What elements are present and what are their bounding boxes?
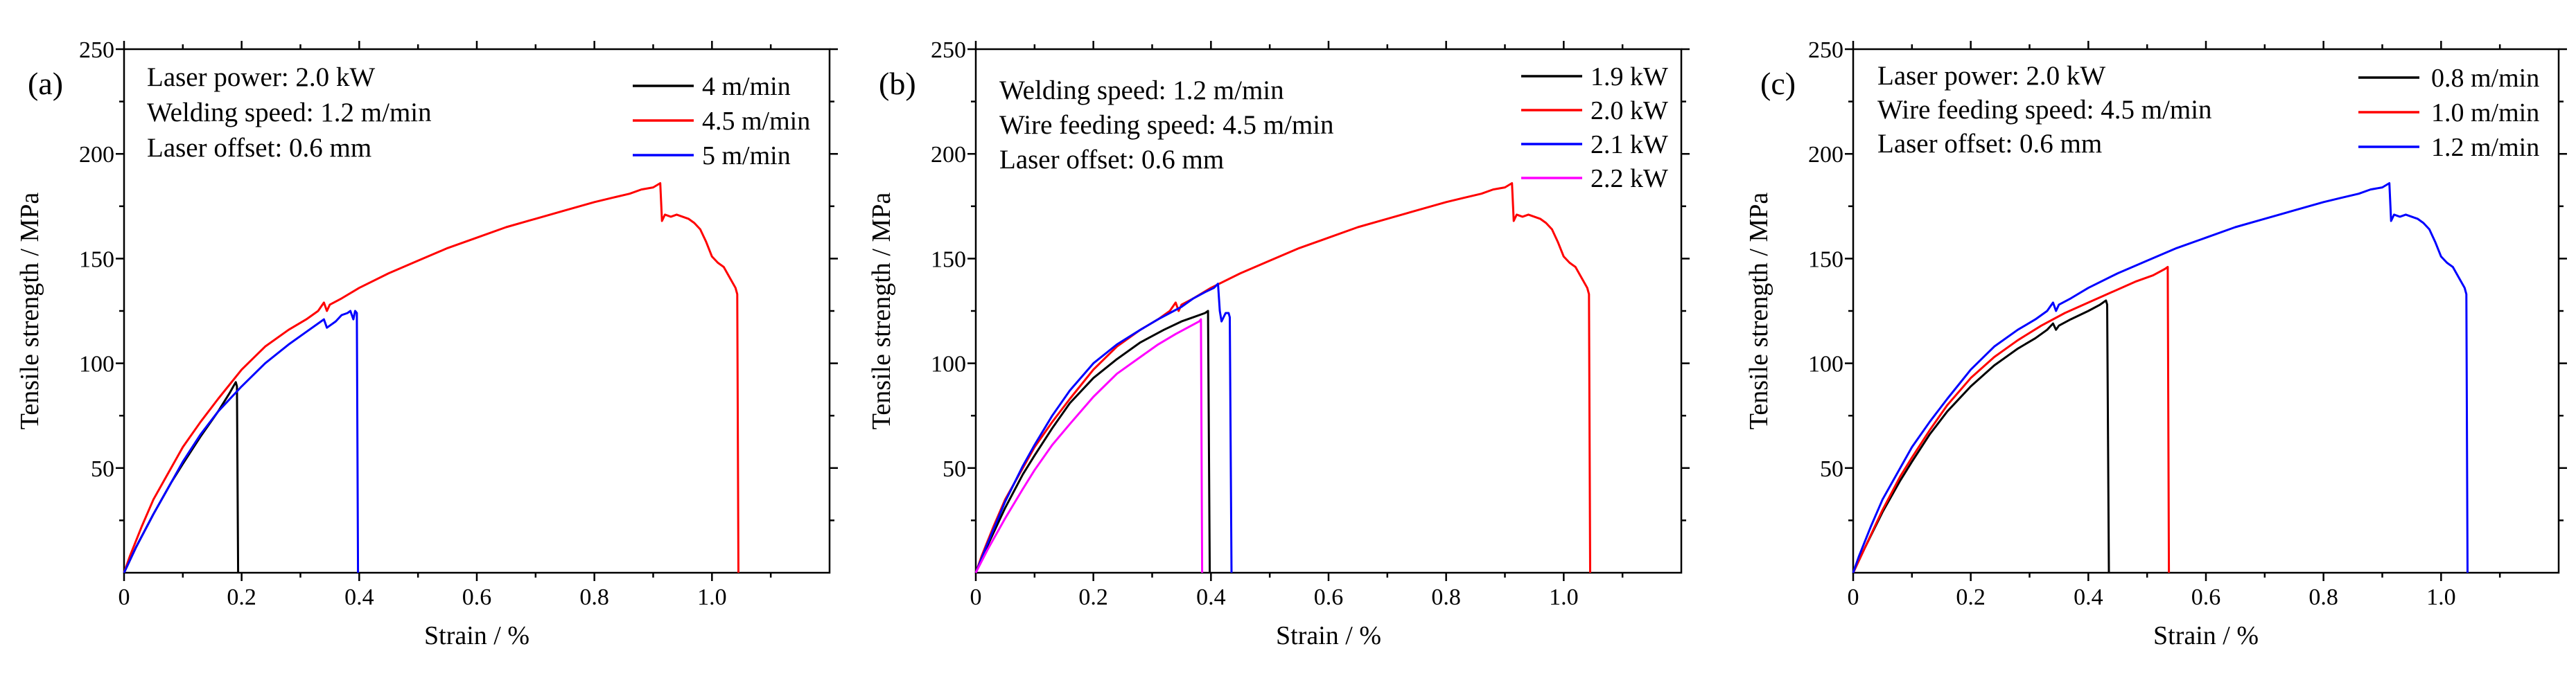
x-tick-label: 0.4 bbox=[344, 585, 374, 610]
panel-c: 0 0.2 0.4 0.6 0.8 1.0 50 100 150 200 250 Strain / %… bbox=[1744, 37, 2567, 650]
y-tick-label: 100 bbox=[79, 352, 114, 377]
curve-5-m-min bbox=[123, 310, 360, 573]
legend-label: 2.1 kW bbox=[1591, 130, 1668, 159]
y-tick-label: 250 bbox=[931, 37, 966, 63]
x-tick-label: 0 bbox=[970, 585, 982, 610]
x-tick-label: 0.8 bbox=[1431, 585, 1461, 610]
x-axis-label: Strain / % bbox=[1276, 621, 1381, 650]
curve-4-5-m-min bbox=[123, 182, 739, 573]
legend-label: 1.9 kW bbox=[1591, 62, 1668, 91]
legend-label: 4 m/min bbox=[702, 72, 791, 101]
x-tick-label: 0.2 bbox=[1078, 585, 1108, 610]
y-tick-label: 150 bbox=[79, 247, 114, 272]
y-tick-label: 200 bbox=[931, 142, 966, 168]
curve-0-8-m-min bbox=[1852, 299, 2110, 573]
x-axis-label: Strain / % bbox=[424, 621, 529, 650]
legend-label: 1.2 m/min bbox=[2431, 133, 2539, 162]
annotation-text: Wire feeding speed: 4.5 m/min bbox=[999, 110, 1334, 140]
x-tick-label: 0.2 bbox=[1956, 585, 1986, 610]
legend-label: 5 m/min bbox=[702, 141, 791, 170]
annotation-text: Welding speed: 1.2 m/min bbox=[999, 75, 1284, 105]
legend-label: 1.0 m/min bbox=[2431, 98, 2539, 127]
y-tick-label: 150 bbox=[1808, 247, 1843, 272]
annotation-text: Laser offset: 0.6 mm bbox=[999, 145, 1224, 175]
x-tick-label: 0.6 bbox=[2191, 585, 2221, 610]
x-tick-label: 1.0 bbox=[2426, 585, 2456, 610]
y-tick-label: 250 bbox=[1808, 37, 1843, 63]
legend-label: 2.0 kW bbox=[1591, 96, 1668, 125]
x-tick-label: 0.8 bbox=[579, 585, 609, 610]
y-tick-label: 250 bbox=[79, 37, 114, 63]
y-tick-label: 50 bbox=[1820, 456, 1843, 482]
panel-b: 0 0.2 0.4 0.6 0.8 1.0 50 100 150 200 250 Strain / %… bbox=[867, 37, 1690, 650]
curve-4-m-min bbox=[123, 381, 240, 573]
x-tick-label: 0 bbox=[1848, 585, 1859, 610]
y-tick-label: 50 bbox=[943, 456, 966, 482]
y-tick-label: 100 bbox=[931, 352, 966, 377]
x-tick-label: 0.2 bbox=[227, 585, 256, 610]
panel-a: 0 0.2 0.4 0.6 0.8 1.0 50 100 150 200 250 Strain / %… bbox=[15, 37, 838, 650]
annotation-text: Laser offset: 0.6 mm bbox=[147, 133, 371, 163]
curve-2-2-kw bbox=[974, 318, 1204, 573]
y-axis-label: Tensile strength / MPa bbox=[867, 193, 896, 430]
curve-1-2-m-min bbox=[1852, 182, 2469, 573]
y-tick-label: 200 bbox=[1808, 142, 1843, 168]
annotation-text: Laser offset: 0.6 mm bbox=[1877, 129, 2102, 159]
annotation-text: Laser power: 2.0 kW bbox=[1877, 61, 2105, 91]
x-tick-label: 0.8 bbox=[2308, 585, 2338, 610]
panel-label: (a) bbox=[28, 66, 63, 101]
y-tick-label: 100 bbox=[1808, 352, 1843, 377]
annotation-text: Laser power: 2.0 kW bbox=[147, 62, 375, 92]
curve-2-0-kw bbox=[974, 182, 1591, 573]
annotation-text: Wire feeding speed: 4.5 m/min bbox=[1877, 95, 2212, 125]
legend: 0.8 m/min 1.0 m/min 1.2 m/min bbox=[2358, 64, 2539, 162]
x-tick-label: 1.0 bbox=[1549, 585, 1579, 610]
x-tick-label: 0.6 bbox=[1314, 585, 1344, 610]
curve-2-1-kw bbox=[974, 283, 1233, 573]
curve-1-0-m-min bbox=[1852, 266, 2171, 573]
x-tick-label: 0 bbox=[119, 585, 130, 610]
y-axis-label: Tensile strength / MPa bbox=[15, 193, 44, 430]
y-tick-label: 150 bbox=[931, 247, 966, 272]
x-tick-label: 0.4 bbox=[2074, 585, 2103, 610]
y-tick-label: 200 bbox=[79, 142, 114, 168]
x-tick-label: 1.0 bbox=[697, 585, 727, 610]
panel-label: (c) bbox=[1760, 66, 1796, 101]
y-axis-label: Tensile strength / MPa bbox=[1744, 193, 1773, 430]
y-tick-label: 50 bbox=[91, 456, 114, 482]
x-tick-label: 0.4 bbox=[1196, 585, 1226, 610]
x-axis-label: Strain / % bbox=[2153, 621, 2259, 650]
legend-label: 2.2 kW bbox=[1591, 164, 1668, 193]
legend: 4 m/min 4.5 m/min 5 m/min bbox=[633, 72, 810, 170]
annotation-text: Welding speed: 1.2 m/min bbox=[147, 98, 432, 127]
panel-label: (b) bbox=[879, 66, 916, 101]
curve-1-9-kw bbox=[974, 310, 1211, 573]
legend: 1.9 kW 2.0 kW 2.1 kW 2.2 kW bbox=[1521, 62, 1668, 193]
legend-label: 0.8 m/min bbox=[2431, 64, 2539, 93]
legend-label: 4.5 m/min bbox=[702, 107, 810, 136]
plot-frame bbox=[1852, 48, 2560, 574]
x-tick-label: 0.6 bbox=[462, 585, 492, 610]
